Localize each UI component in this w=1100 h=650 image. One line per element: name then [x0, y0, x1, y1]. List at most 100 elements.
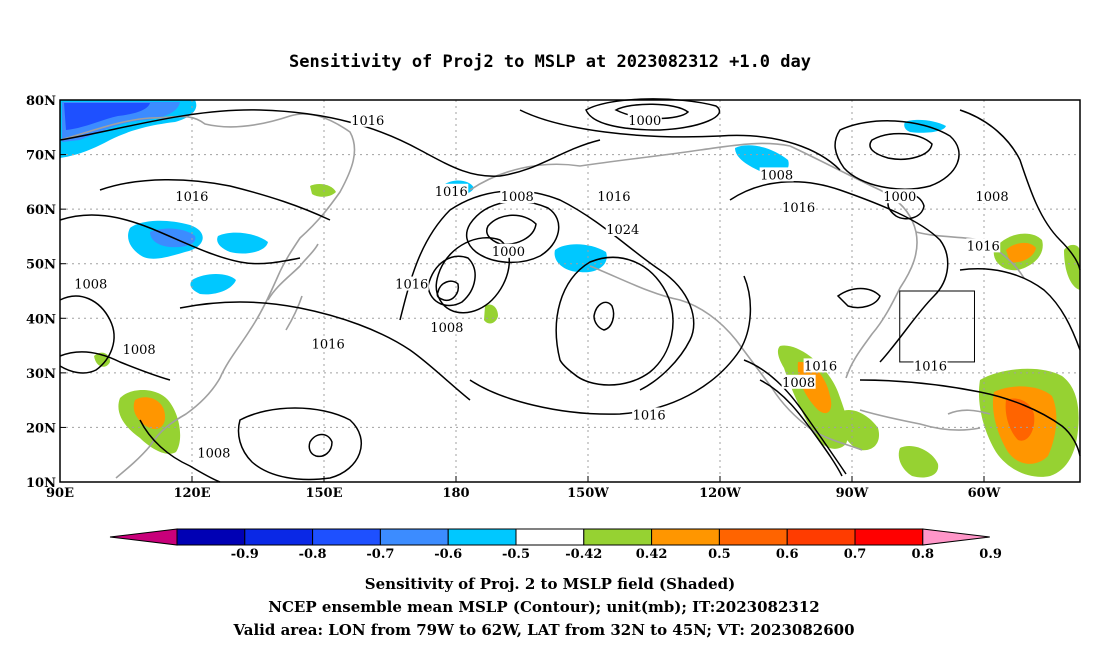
contour-label: 1016 — [914, 359, 947, 374]
contour-label-background — [434, 183, 469, 198]
contour-label: 1016 — [633, 409, 666, 424]
contour-label: 1016 — [312, 338, 345, 353]
colorbar-segment — [312, 528, 381, 546]
longitude-label: 120W — [699, 486, 741, 501]
latitude-label: 40N — [26, 312, 56, 327]
colorbar-tick-label: 0.42 — [636, 547, 668, 562]
sensitivity-shading — [60, 100, 1080, 478]
mslp-contour-line — [179, 301, 471, 401]
longitude-label: 90W — [836, 486, 869, 501]
negative-sensitivity-patch — [190, 274, 236, 295]
positive-sensitivity-patch — [310, 184, 336, 197]
colorbar-segment — [379, 528, 449, 546]
negative-sensitivity-patch — [554, 244, 607, 273]
colorbar-under-triangle — [109, 528, 178, 546]
colorbar-tick-label: 0.6 — [776, 547, 799, 562]
positive-sensitivity-patch — [1006, 242, 1036, 263]
contour-labels: 1016 1000 1008 1000 1008 1016 1016 1008 1016 1016… — [73, 112, 1010, 462]
colorbar-tick-label: -0.42 — [565, 547, 602, 562]
mslp-contour-line — [836, 287, 881, 309]
mslp-contour-line — [469, 275, 752, 415]
colorbar-segment — [786, 528, 856, 546]
mslp-contour-line — [959, 109, 1081, 271]
colorbar-tick-label: -0.6 — [434, 547, 462, 562]
contour-label: 1008 — [123, 343, 156, 358]
colorbar-segment — [718, 528, 788, 546]
contour-label: 1008 — [197, 447, 230, 462]
contour-label-background — [966, 238, 1001, 253]
contour-label-background — [781, 374, 816, 389]
contour-label-background — [73, 276, 108, 291]
contour-label: 1008 — [760, 168, 793, 183]
mslp-contour-line — [99, 179, 331, 221]
contour-label: 1016 — [597, 190, 630, 205]
mslp-contour-line — [139, 419, 221, 483]
colorbar-segment — [854, 528, 924, 546]
colorbar-tick-label: 0.7 — [844, 547, 867, 562]
positive-sensitivity-patch — [1005, 398, 1035, 441]
mslp-contour-line — [959, 268, 1081, 351]
contour-label: 1016 — [782, 201, 815, 216]
mslp-contour-line — [729, 181, 949, 363]
positive-sensitivity-patch — [133, 397, 166, 430]
longitude-label: 120E — [173, 486, 210, 501]
colorbar-tick-label: -0.7 — [366, 547, 394, 562]
coastline-alaska — [469, 142, 863, 451]
figure-title: Sensitivity of Proj2 to MSLP at 20230823… — [289, 52, 811, 72]
mslp-contour-line — [427, 255, 476, 307]
mslp-contour-line — [555, 256, 674, 386]
colorbar-segment — [176, 528, 246, 546]
contour-label-background — [394, 276, 429, 291]
colorbar-tick-label: -0.8 — [299, 547, 327, 562]
contour-label-background — [975, 189, 1010, 204]
contour-label-background — [500, 189, 535, 204]
graticule — [60, 100, 1080, 482]
contour-label-background — [759, 167, 794, 182]
longitude-label: 90E — [46, 486, 74, 501]
colorbar-tick-label: 0.5 — [708, 547, 731, 562]
colorbar-segment — [651, 528, 720, 546]
mslp-contours — [59, 98, 1081, 483]
contour-label: 1008 — [430, 321, 463, 336]
mslp-contour-line — [869, 132, 933, 160]
mslp-contour-line — [59, 109, 601, 177]
contour-label-background — [803, 358, 838, 373]
longitude-label: 150E — [305, 486, 342, 501]
map-panel: 1016 1000 1008 1000 1008 1016 1016 1008 1016 1016… — [59, 98, 1081, 483]
mslp-contour-line — [486, 214, 537, 246]
positive-sensitivity-patch — [898, 445, 939, 478]
contour-label-background — [627, 112, 662, 127]
contour-label: 1008 — [782, 376, 815, 391]
mslp-contour-line — [308, 433, 333, 458]
latitude-label: 30N — [26, 367, 56, 382]
mslp-contour-line — [237, 407, 362, 481]
latitude-label: 80N — [26, 94, 56, 109]
colorbar-over-triangle — [922, 528, 990, 546]
mslp-contour-line — [59, 214, 301, 265]
latitude-label: 60N — [26, 203, 56, 218]
contour-label: 1024 — [606, 223, 639, 238]
contour-label: 1016 — [351, 114, 384, 129]
mslp-contour-line — [519, 109, 841, 171]
negative-sensitivity-patch — [735, 145, 789, 175]
positive-sensitivity-patch — [839, 409, 880, 451]
contour-label-background — [596, 189, 631, 204]
colorbar-segment — [515, 528, 585, 546]
latitude-label: 70N — [26, 149, 56, 164]
contour-label-background — [491, 243, 526, 258]
coastline-japan — [267, 243, 319, 331]
latitude-axis: 80N 70N 60N 50N 40N 30N 20N 10N — [26, 94, 66, 491]
coastline-asia — [59, 113, 356, 479]
contour-label: 1016 — [804, 359, 837, 374]
contour-label-background — [913, 358, 948, 373]
contour-label-background — [196, 445, 231, 460]
negative-sensitivity-patch — [64, 103, 150, 130]
contour-label-background — [311, 336, 346, 351]
contour-label: 1000 — [628, 114, 661, 129]
colorbar-segment — [447, 528, 517, 546]
map-border — [59, 99, 1081, 483]
mslp-contour-line — [59, 351, 171, 381]
mslp-contour-line — [59, 295, 115, 374]
latitude-label: 20N — [26, 421, 56, 436]
